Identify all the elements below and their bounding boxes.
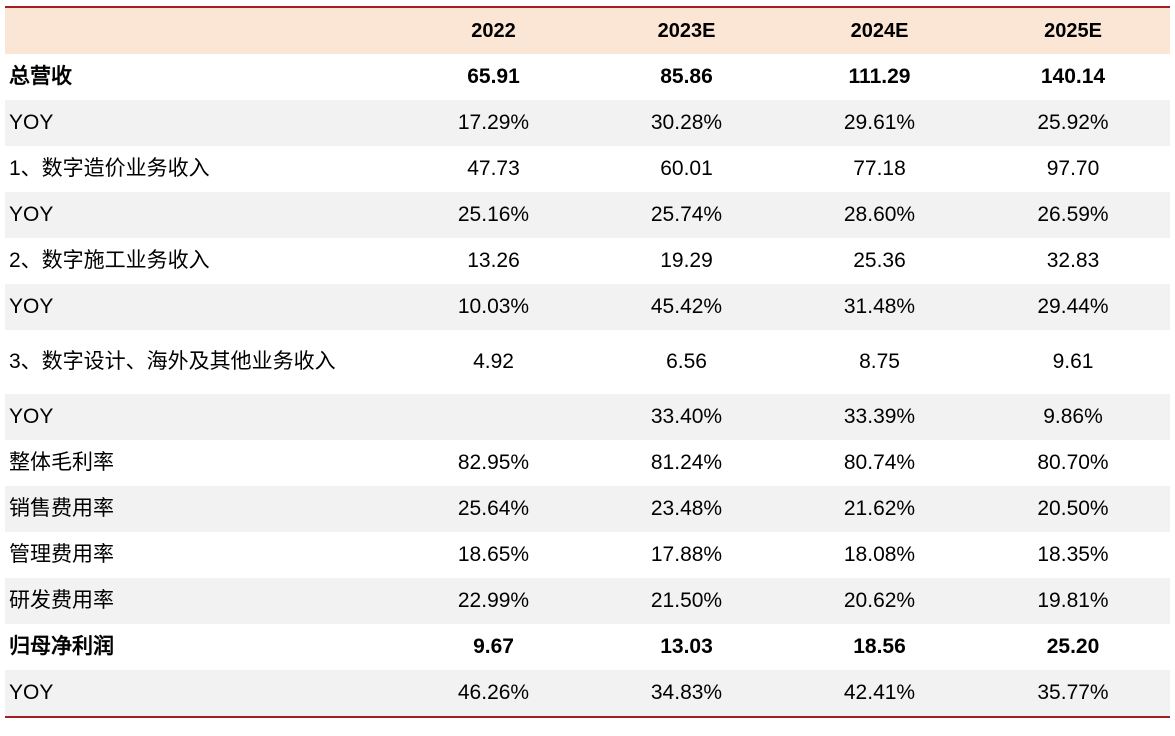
- table-bottom-rule: [5, 716, 1170, 718]
- cell-2022: 22.99%: [457, 589, 530, 612]
- table-row-gross-margin: 整体毛利率 82.95% 81.24% 80.74% 80.70%: [5, 440, 1170, 486]
- cell-2024e: 25.36: [853, 249, 906, 272]
- cell-2024e: 20.62%: [843, 589, 916, 612]
- cell-2023e: 13.03: [660, 635, 713, 658]
- table-row-net-profit: 归母净利润 9.67 13.03 18.56 25.20: [5, 624, 1170, 670]
- row-label: 2、数字施工业务收入: [9, 249, 210, 272]
- cell-2025e: 32.83: [1046, 249, 1100, 272]
- cell-2023e: 21.50%: [650, 589, 723, 612]
- header-year-2025e: 2025E: [1044, 19, 1102, 42]
- cell-2024e: 18.08%: [843, 543, 916, 566]
- table-row-construction-business: 2、数字施工业务收入 13.26 19.29 25.36 32.83: [5, 238, 1170, 284]
- row-label: YOY: [9, 681, 54, 704]
- cell-2022: 17.29%: [457, 111, 530, 134]
- cell-2022: 46.26%: [457, 681, 530, 704]
- cell-2022: 13.26: [467, 249, 520, 272]
- table-row-yoy: YOY 17.29% 30.28% 29.61% 25.92%: [5, 100, 1170, 146]
- cell-2023e: 17.88%: [650, 543, 723, 566]
- row-label: 销售费用率: [9, 497, 114, 520]
- cell-2025e: 9.86%: [1043, 405, 1103, 428]
- header-year-2023e: 2023E: [657, 19, 716, 42]
- cell-2024e: 77.18: [853, 157, 906, 180]
- table-row-sales-expense-ratio: 销售费用率 25.64% 23.48% 21.62% 20.50%: [5, 486, 1170, 532]
- cell-2022: 25.64%: [457, 497, 530, 520]
- cell-2025e: 25.92%: [1037, 111, 1109, 134]
- cell-2023e: 23.48%: [650, 497, 723, 520]
- cell-2023e: 85.86: [660, 65, 713, 88]
- cell-2025e: 29.44%: [1037, 295, 1109, 318]
- cell-2025e: 80.70%: [1037, 451, 1109, 474]
- row-label: YOY: [9, 405, 54, 428]
- cell-2023e: 30.28%: [650, 111, 723, 134]
- cell-2022: 10.03%: [457, 295, 530, 318]
- cell-2024e: 42.41%: [843, 681, 916, 704]
- cell-2023e: 6.56: [666, 350, 707, 373]
- row-label: 1、数字造价业务收入: [9, 157, 210, 180]
- cell-2023e: 19.29: [660, 249, 713, 272]
- cell-2023e: 45.42%: [650, 295, 723, 318]
- cell-2025e: 18.35%: [1037, 543, 1109, 566]
- row-label: YOY: [9, 295, 54, 318]
- table-row-design-overseas-business: 3、数字设计、海外及其他业务收入 4.92 6.56 8.75 9.61: [5, 330, 1170, 394]
- row-label: 3、数字设计、海外及其他业务收入: [9, 350, 336, 373]
- table-row-yoy: YOY 46.26% 34.83% 42.41% 35.77%: [5, 670, 1170, 716]
- cell-2022: 82.95%: [457, 451, 530, 474]
- row-label: 归母净利润: [9, 635, 114, 658]
- cell-2024e: 80.74%: [843, 451, 916, 474]
- cell-2024e: 33.39%: [843, 405, 916, 428]
- cell-2023e: 25.74%: [650, 203, 723, 226]
- table-row-yoy: YOY 25.16% 25.74% 28.60% 26.59%: [5, 192, 1170, 238]
- cell-2023e: 81.24%: [650, 451, 723, 474]
- cell-2024e: 28.60%: [843, 203, 916, 226]
- cell-2025e: 35.77%: [1037, 681, 1109, 704]
- cell-2024e: 29.61%: [843, 111, 916, 134]
- cell-2024e: 31.48%: [843, 295, 916, 318]
- table-row-rd-expense-ratio: 研发费用率 22.99% 21.50% 20.62% 19.81%: [5, 578, 1170, 624]
- table-row-cost-business: 1、数字造价业务收入 47.73 60.01 77.18 97.70: [5, 146, 1170, 192]
- cell-2023e: 33.40%: [650, 405, 723, 428]
- row-label: 总营收: [9, 65, 72, 88]
- cell-2024e: 18.56: [853, 635, 906, 658]
- header-year-2022: 2022: [471, 19, 516, 42]
- cell-2022: 18.65%: [457, 543, 530, 566]
- cell-2022: 47.73: [467, 157, 520, 180]
- row-label: YOY: [9, 111, 54, 134]
- cell-2024e: 111.29: [848, 65, 911, 88]
- cell-2025e: 20.50%: [1037, 497, 1109, 520]
- forecast-table: 2022 2023E 2024E 2025E 总营收 65.91 85.86 1…: [5, 6, 1170, 718]
- cell-2022: 65.91: [467, 65, 520, 88]
- table-row-admin-expense-ratio: 管理费用率 18.65% 17.88% 18.08% 18.35%: [5, 532, 1170, 578]
- table-top-rule: [5, 6, 1170, 8]
- cell-2024e: 8.75: [859, 350, 900, 373]
- row-label: YOY: [9, 203, 54, 226]
- cell-2025e: 140.14: [1040, 65, 1106, 88]
- cell-2023e: 34.83%: [650, 681, 723, 704]
- cell-2022: 4.92: [473, 350, 514, 373]
- cell-2022: 9.67: [473, 635, 514, 658]
- header-year-2024e: 2024E: [850, 19, 909, 42]
- row-label: 研发费用率: [9, 589, 114, 612]
- cell-2022: 25.16%: [457, 203, 530, 226]
- table-row-yoy: YOY 33.40% 33.39% 9.86%: [5, 394, 1170, 440]
- table-row-total-revenue: 总营收 65.91 85.86 111.29 140.14: [5, 54, 1170, 100]
- table-row-yoy: YOY 10.03% 45.42% 31.48% 29.44%: [5, 284, 1170, 330]
- row-label: 整体毛利率: [9, 451, 114, 474]
- row-label: 管理费用率: [9, 543, 114, 566]
- cell-2025e: 26.59%: [1037, 203, 1109, 226]
- cell-2024e: 21.62%: [843, 497, 916, 520]
- table-header-row: 2022 2023E 2024E 2025E: [5, 8, 1170, 54]
- cell-2025e: 9.61: [1052, 350, 1094, 373]
- cell-2025e: 19.81%: [1037, 589, 1109, 612]
- cell-2023e: 60.01: [660, 157, 713, 180]
- cell-2025e: 25.20: [1046, 635, 1100, 658]
- cell-2025e: 97.70: [1046, 157, 1100, 180]
